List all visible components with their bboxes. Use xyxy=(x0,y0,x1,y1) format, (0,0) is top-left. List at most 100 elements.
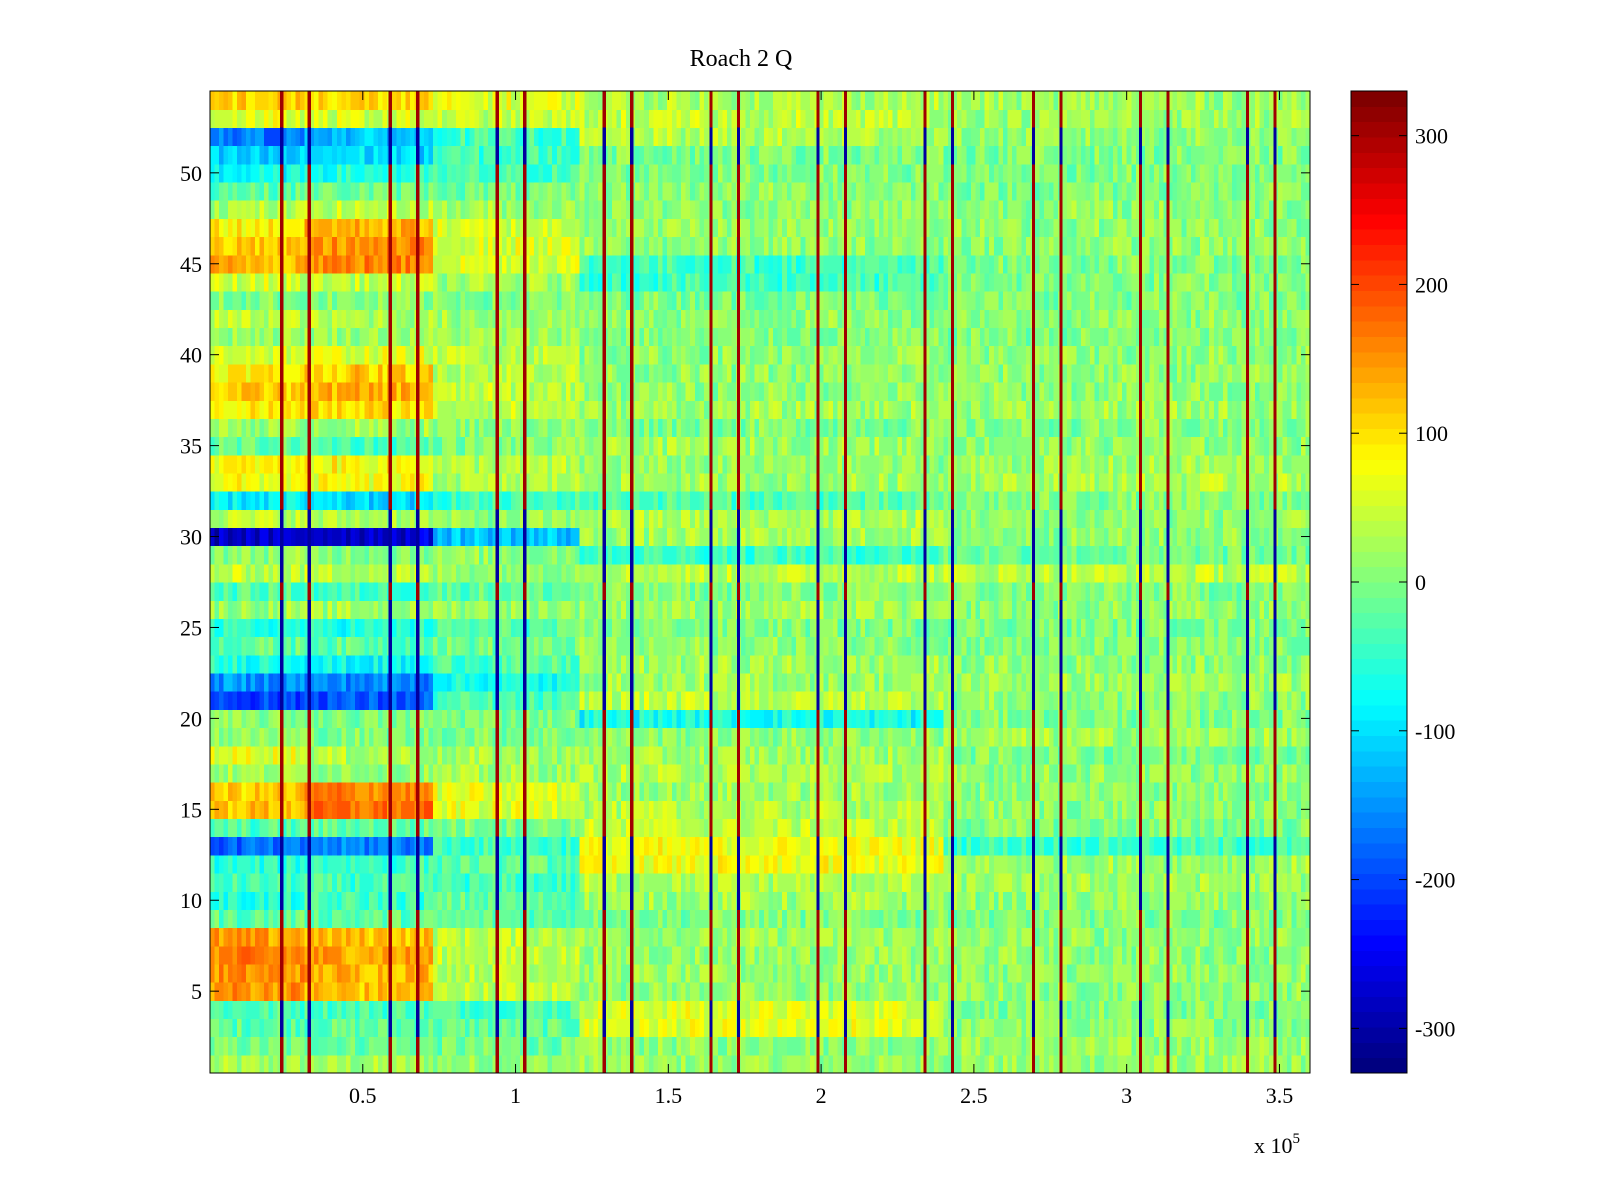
heatmap-cell xyxy=(740,763,747,783)
heatmap-cell xyxy=(219,872,225,892)
heatmap-cell xyxy=(488,927,494,947)
heatmap-cell xyxy=(1236,836,1242,856)
heatmap-cell xyxy=(400,727,407,747)
heatmap-cell xyxy=(911,945,917,965)
heatmap-cell xyxy=(488,1036,494,1056)
heatmap-cell xyxy=(1025,891,1032,910)
heatmap-cell xyxy=(616,963,622,983)
heatmap-cell xyxy=(676,927,682,947)
heatmap-cell xyxy=(355,891,361,910)
heatmap-cell xyxy=(777,854,783,874)
heatmap-cell xyxy=(874,1018,880,1038)
heatmap-cell xyxy=(565,909,572,929)
heatmap-cell xyxy=(717,945,723,965)
heatmap-cell xyxy=(593,1036,599,1056)
heatmap-cell xyxy=(428,963,434,983)
heatmap-cell xyxy=(832,836,839,856)
heatmap-cell xyxy=(433,854,439,874)
heatmap-cell xyxy=(1035,945,1041,965)
heatmap-cell xyxy=(1099,854,1105,874)
heatmap-cell xyxy=(1195,963,1201,983)
heatmap-cell xyxy=(1232,963,1238,983)
heatmap-cell xyxy=(1291,1018,1297,1038)
heatmap-cell xyxy=(1154,1054,1160,1074)
heatmap-cell xyxy=(1044,691,1050,710)
heatmap-cell xyxy=(1149,745,1155,765)
heatmap-cell xyxy=(1268,945,1274,965)
heatmap-cell xyxy=(350,782,356,801)
heatmap-cell xyxy=(332,927,338,947)
heatmap-cell xyxy=(469,945,475,965)
heatmap-cell xyxy=(584,1054,590,1074)
heatmap-cell xyxy=(1241,1018,1247,1038)
heatmap-cell xyxy=(255,1036,261,1056)
heatmap-cell xyxy=(966,945,972,965)
heatmap-cell xyxy=(378,1054,384,1074)
heatmap-cell xyxy=(593,963,599,983)
heatmap-cell xyxy=(934,1054,940,1074)
heatmap-cell xyxy=(993,709,999,729)
heatmap-cell xyxy=(713,709,719,729)
heatmap-cell xyxy=(529,745,535,765)
heatmap-cell xyxy=(961,927,967,947)
heatmap-cell xyxy=(246,745,252,765)
heatmap-cell xyxy=(588,945,595,965)
heatmap-cell xyxy=(1117,709,1123,729)
heatmap-cell xyxy=(552,891,558,910)
heatmap-cell xyxy=(625,872,631,892)
heatmap-cell xyxy=(888,836,894,856)
heatmap-cell xyxy=(497,727,503,747)
heatmap-cell xyxy=(327,1036,333,1056)
heatmap-cell xyxy=(300,945,306,965)
heatmap-cell xyxy=(625,1018,631,1038)
heatmap-cell xyxy=(915,800,921,820)
heatmap-cell xyxy=(998,727,1004,747)
heatmap-cell xyxy=(1236,891,1242,910)
heatmap-cell xyxy=(1200,872,1206,892)
heatmap-cell xyxy=(1163,782,1169,801)
heatmap-cell xyxy=(731,927,737,947)
heatmap-cell xyxy=(469,1054,475,1074)
heatmap-cell xyxy=(1012,872,1018,892)
heatmap-cell xyxy=(355,782,361,801)
heatmap-cell xyxy=(469,854,475,874)
heatmap-cell xyxy=(1163,891,1169,910)
heatmap-cell xyxy=(336,982,342,1001)
heatmap-cell xyxy=(1195,727,1201,747)
heatmap-cell xyxy=(901,891,908,910)
heatmap-cell xyxy=(1236,1018,1242,1038)
heatmap-cell xyxy=(515,982,521,1001)
heatmap-cell xyxy=(593,872,599,892)
heatmap-cell xyxy=(713,836,719,856)
heatmap-cell xyxy=(1181,927,1187,947)
heatmap-cell xyxy=(396,1018,402,1038)
heatmap-cell xyxy=(809,691,816,710)
heatmap-cell xyxy=(1158,927,1164,947)
heatmap-cell xyxy=(1131,709,1137,729)
heatmap-cell xyxy=(745,1000,751,1020)
heatmap-cell xyxy=(740,1018,747,1038)
heatmap-cell xyxy=(1186,927,1192,947)
heatmap-cell xyxy=(754,745,760,765)
heatmap-cell xyxy=(667,1000,673,1020)
heatmap-cell xyxy=(304,782,310,801)
heatmap-cell xyxy=(984,1000,990,1020)
heatmap-cell xyxy=(975,891,981,910)
heatmap-cell xyxy=(455,745,462,765)
heatmap-cell xyxy=(460,818,466,838)
heatmap-cell xyxy=(865,836,871,856)
heatmap-cell xyxy=(1062,1000,1068,1020)
heatmap-cell xyxy=(355,872,361,892)
heatmap-cell xyxy=(304,763,310,783)
heatmap-cell xyxy=(1002,745,1009,765)
heatmap-cell xyxy=(929,982,935,1001)
heatmap-cell xyxy=(1268,763,1274,783)
heatmap-cell xyxy=(1163,982,1169,1001)
heatmap-cell xyxy=(264,854,270,874)
heatmap-cell xyxy=(282,927,288,947)
heatmap-cell xyxy=(552,836,558,856)
heatmap-cell xyxy=(1241,836,1247,856)
heatmap-cell xyxy=(952,709,958,729)
heatmap-cell xyxy=(906,945,912,965)
heatmap-cell xyxy=(264,1018,270,1038)
